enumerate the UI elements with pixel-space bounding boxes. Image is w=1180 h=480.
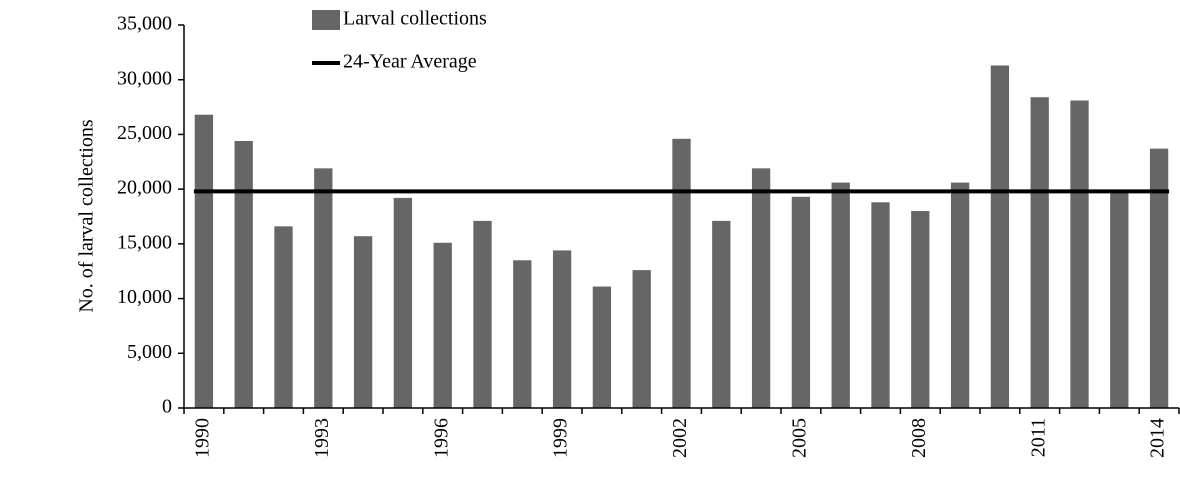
y-tick-label: 0 bbox=[162, 396, 172, 418]
x-tick-label: 2005 bbox=[788, 418, 810, 458]
bar bbox=[314, 168, 333, 408]
x-tick-label: 1996 bbox=[430, 418, 452, 458]
y-tick-label: 30,000 bbox=[117, 67, 172, 89]
legend-label: 24-Year Average bbox=[343, 51, 477, 73]
bar bbox=[1030, 97, 1049, 409]
bar bbox=[592, 286, 612, 408]
legend-swatch bbox=[312, 10, 340, 30]
bar bbox=[353, 236, 373, 408]
y-tick-label: 15,000 bbox=[117, 231, 172, 253]
bar bbox=[791, 196, 811, 408]
bar bbox=[1110, 191, 1129, 408]
x-tick-label: 1993 bbox=[311, 418, 333, 458]
bar bbox=[393, 197, 413, 408]
y-axis-title: No. of larval collections bbox=[76, 119, 98, 312]
bar bbox=[1070, 100, 1089, 409]
bar bbox=[950, 182, 970, 408]
x-tick-label: 2011 bbox=[1027, 418, 1049, 457]
bar bbox=[433, 242, 452, 408]
x-tick-label: 1999 bbox=[550, 418, 572, 458]
bar bbox=[632, 270, 651, 408]
bar bbox=[712, 220, 731, 408]
x-tick-label: 2014 bbox=[1147, 418, 1169, 458]
bar bbox=[990, 65, 1010, 408]
x-tick-label: 1990 bbox=[191, 418, 213, 458]
x-tick-label: 2002 bbox=[669, 418, 691, 458]
y-tick-label: 20,000 bbox=[117, 177, 172, 199]
y-tick-label: 5,000 bbox=[127, 341, 172, 363]
bar bbox=[274, 226, 293, 408]
bar bbox=[473, 220, 492, 408]
x-tick-label: 2008 bbox=[908, 418, 930, 458]
bar bbox=[751, 168, 771, 408]
bar bbox=[911, 211, 930, 408]
bar bbox=[513, 260, 532, 408]
bar bbox=[552, 250, 572, 408]
y-tick-label: 35,000 bbox=[117, 13, 172, 35]
legend-label: Larval collections bbox=[343, 8, 487, 30]
bar bbox=[194, 114, 214, 408]
bar bbox=[672, 138, 691, 408]
bar bbox=[1149, 148, 1169, 408]
y-tick-label: 25,000 bbox=[117, 122, 172, 144]
bar bbox=[831, 182, 850, 408]
bar bbox=[234, 140, 253, 408]
y-tick-label: 10,000 bbox=[117, 286, 172, 308]
bar bbox=[871, 202, 890, 408]
